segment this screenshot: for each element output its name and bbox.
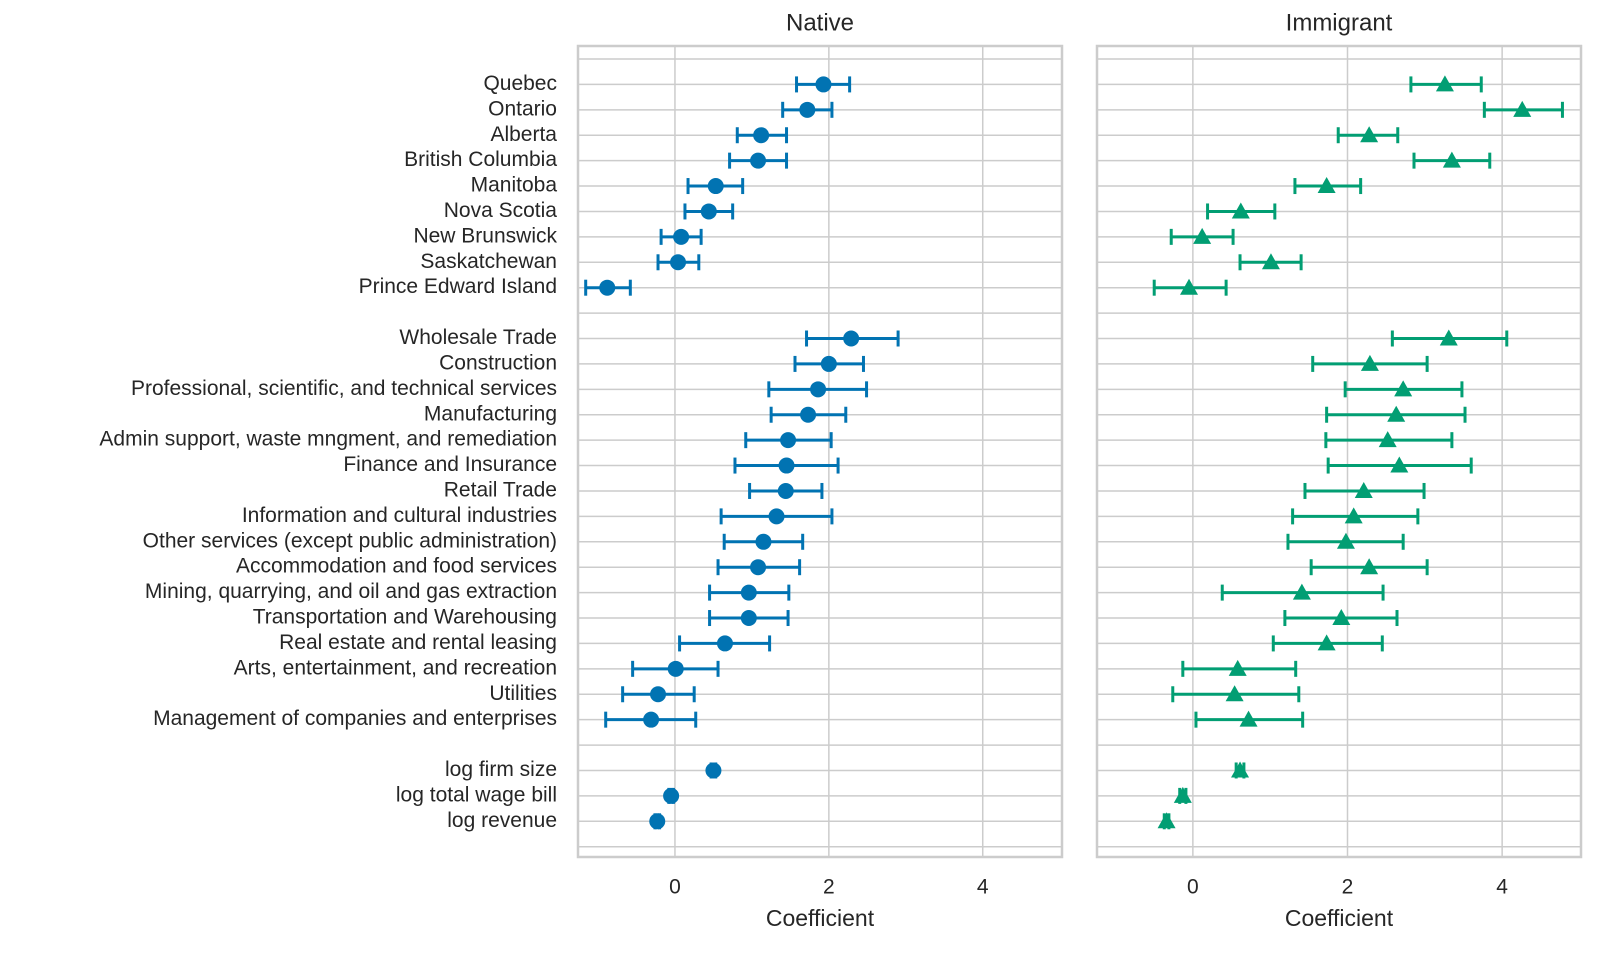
y-tick-label: Mining, quarrying, and oil and gas extra… [145, 580, 557, 603]
point [843, 330, 860, 347]
y-tick-label: Wholesale Trade [399, 326, 557, 349]
y-tick-label: Professional, scientific, and technical … [131, 377, 557, 400]
point [750, 152, 767, 169]
point [1317, 177, 1336, 194]
point [1390, 456, 1409, 473]
y-tick-label: Other services (except public administra… [143, 529, 557, 552]
y-tick-label: Admin support, waste mngment, and remedi… [99, 428, 557, 451]
y-tick-label: Construction [439, 351, 557, 374]
point [780, 432, 797, 449]
x-tick-label: 2 [823, 876, 835, 899]
point [1231, 202, 1250, 219]
point [1228, 659, 1247, 676]
point [649, 813, 666, 830]
y-tick-label: Finance and Insurance [343, 453, 557, 476]
y-tick-label: Saskatchewan [420, 250, 557, 273]
point [799, 101, 816, 118]
point [1387, 405, 1406, 422]
point [768, 508, 785, 525]
panel-title: Native [786, 9, 854, 36]
y-tick-label: Real estate and rental leasing [279, 631, 557, 654]
point [1332, 609, 1351, 626]
point [1231, 761, 1250, 778]
point [1354, 481, 1373, 498]
y-tick-label: Manufacturing [424, 402, 557, 425]
point [670, 254, 687, 271]
x-tick-label: 4 [1496, 876, 1508, 899]
point [1344, 507, 1363, 524]
point [673, 228, 690, 245]
y-tick-label: Alberta [490, 123, 557, 146]
panel-frame [1095, 44, 1583, 859]
point [1442, 151, 1461, 168]
x-axis-label: Coefficient [1285, 905, 1394, 931]
point [1439, 329, 1458, 346]
y-tick-label: log total wage bill [396, 783, 557, 806]
y-tick-label: Nova Scotia [444, 199, 558, 222]
y-tick-label: Retail Trade [444, 479, 557, 502]
y-tick-label: log revenue [447, 809, 557, 832]
point [1336, 532, 1355, 549]
point [705, 762, 722, 779]
point [778, 457, 795, 474]
point [1378, 431, 1397, 448]
point [750, 559, 767, 576]
y-tick-label: Quebec [483, 72, 557, 95]
point [1193, 227, 1212, 244]
point [1261, 253, 1280, 270]
x-tick-label: 0 [669, 876, 681, 899]
y-tick-label: Manitoba [471, 174, 558, 197]
y-tick-label: Arts, entertainment, and recreation [234, 656, 557, 679]
y-tick-label: Management of companies and enterprises [153, 707, 557, 730]
point [755, 533, 772, 550]
point [716, 635, 733, 652]
point [1513, 100, 1532, 117]
point [815, 76, 832, 93]
y-tick-label: New Brunswick [413, 224, 557, 247]
point [820, 355, 837, 372]
y-tick-label: Ontario [488, 97, 557, 120]
x-tick-label: 0 [1187, 876, 1199, 899]
point [650, 686, 667, 703]
y-tick-label: log firm size [445, 758, 557, 781]
point [667, 660, 684, 677]
point [1157, 812, 1176, 829]
point [1317, 634, 1336, 651]
y-tick-label: Utilities [489, 682, 557, 705]
y-tick-label: Transportation and Warehousing [253, 606, 557, 629]
point [643, 711, 660, 728]
point [1360, 354, 1379, 371]
x-tick-label: 4 [977, 876, 989, 899]
point [663, 787, 680, 804]
point [777, 482, 794, 499]
point [753, 127, 770, 144]
point [810, 381, 827, 398]
panel-frame [576, 44, 1064, 859]
point [1180, 278, 1199, 295]
point [1360, 558, 1379, 575]
y-tick-label: Prince Edward Island [359, 275, 557, 298]
point [1360, 126, 1379, 143]
point [599, 279, 616, 296]
x-axis-label: Coefficient [766, 905, 875, 931]
y-tick-label: Information and cultural industries [242, 504, 557, 527]
point [1173, 786, 1192, 803]
point [800, 406, 817, 423]
y-tick-label: Accommodation and food services [236, 555, 557, 578]
point [1239, 710, 1258, 727]
point [740, 610, 757, 627]
point [707, 178, 724, 195]
panel-title: Immigrant [1286, 9, 1393, 36]
y-tick-label: British Columbia [404, 148, 557, 171]
point [740, 584, 757, 601]
point [1435, 75, 1454, 92]
point [700, 203, 717, 220]
point [1225, 685, 1244, 702]
x-tick-label: 2 [1342, 876, 1354, 899]
point [1292, 583, 1311, 600]
point [1394, 380, 1413, 397]
